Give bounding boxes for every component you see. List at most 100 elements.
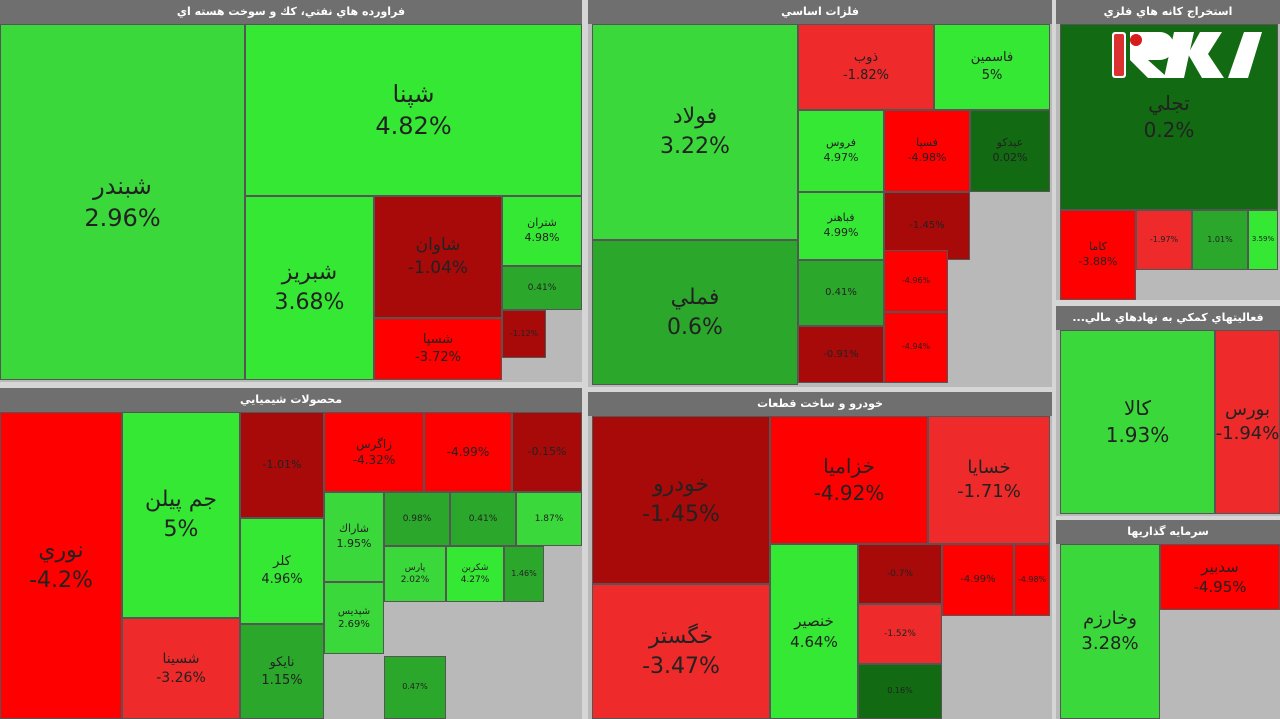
panel-title: خودرو و ساخت قطعات bbox=[588, 392, 1052, 416]
treemap-tile[interactable]: 0.41% bbox=[798, 260, 884, 326]
tile-symbol: شكربن bbox=[461, 562, 489, 573]
tile-symbol: شبندر bbox=[93, 171, 152, 200]
treemap-tile[interactable]: -4.96% bbox=[884, 250, 948, 312]
tile-change: -3.88% bbox=[1078, 255, 1118, 268]
treemap-tile[interactable]: جم پيلن 5% bbox=[122, 412, 240, 618]
treemap-tile[interactable]: فولاد 3.22% bbox=[592, 24, 798, 240]
tile-change: 2.96% bbox=[84, 204, 161, 232]
treemap-tile[interactable]: -1.01% bbox=[240, 412, 324, 518]
tile-change: 4.64% bbox=[790, 632, 838, 651]
treemap-tile[interactable]: سدبير -4.95% bbox=[1160, 544, 1280, 610]
treemap-tile[interactable]: ذوب -1.82% bbox=[798, 24, 934, 110]
tile-change: -4.2% bbox=[29, 567, 93, 593]
tile-symbol: نايكو bbox=[269, 654, 295, 670]
panel-title: فعاليتهاي كمكي به نهادهاي مالي... bbox=[1056, 306, 1280, 330]
tile-change: -3.26% bbox=[156, 669, 206, 686]
treemap-tile[interactable]: 0.41% bbox=[502, 266, 582, 310]
treemap-tile[interactable]: -1.12% bbox=[502, 310, 546, 358]
treemap-tile[interactable]: -0.91% bbox=[798, 326, 884, 383]
tile-symbol: سدبير bbox=[1201, 557, 1239, 576]
treemap-tile[interactable]: نوري -4.2% bbox=[0, 412, 122, 719]
treemap-tile[interactable]: 0.41% bbox=[450, 492, 516, 546]
treemap-tile[interactable]: -1.97% bbox=[1136, 210, 1192, 270]
treemap-tile[interactable]: شبريز 3.68% bbox=[245, 196, 374, 380]
tile-symbol: كالا bbox=[1123, 396, 1152, 420]
panel-title: سرمايه گذاريها bbox=[1056, 520, 1280, 544]
tile-change: -4.99% bbox=[446, 444, 490, 459]
panel-title: محصولات شيميايي bbox=[0, 388, 582, 412]
tile-change: 3.68% bbox=[274, 290, 345, 315]
treemap-tile[interactable]: خودرو -1.45% bbox=[592, 416, 770, 584]
treemap-tile[interactable]: 1.46% bbox=[504, 546, 544, 602]
tile-change: -1.01% bbox=[262, 457, 302, 471]
tile-change: 0.16% bbox=[887, 686, 913, 696]
treemap-tile[interactable]: پارس 2.02% bbox=[384, 546, 446, 602]
treemap-tile[interactable]: شاراك 1.95% bbox=[324, 492, 384, 582]
treemap-tile[interactable]: -4.98% bbox=[1014, 544, 1050, 616]
treemap-tile[interactable]: شكربن 4.27% bbox=[446, 546, 504, 602]
treemap-tile[interactable]: خنصير 4.64% bbox=[770, 544, 858, 719]
treemap-tile[interactable]: وخارزم 3.28% bbox=[1060, 544, 1160, 719]
treemap-tile[interactable]: شسينا -3.26% bbox=[122, 618, 240, 719]
panel-automotive: خودرو و ساخت قطعات خودرو -1.45% خزاميا -4.9… bbox=[588, 392, 1052, 719]
treemap-tile[interactable]: فاسمين 5% bbox=[934, 24, 1050, 110]
tile-symbol: وخارزم bbox=[1083, 608, 1137, 630]
treemap-tile[interactable]: شپديس 2.69% bbox=[324, 582, 384, 654]
treemap-tile[interactable]: شاوان -1.04% bbox=[374, 196, 502, 318]
treemap-tile[interactable]: 0.16% bbox=[858, 664, 942, 719]
treemap-tile[interactable]: خزاميا -4.92% bbox=[770, 416, 928, 544]
tile-change: -1.52% bbox=[884, 628, 916, 639]
treemap-tile[interactable]: فسپا -4.98% bbox=[884, 110, 970, 192]
treemap-tile[interactable]: زاگرس -4.32% bbox=[324, 412, 424, 492]
treemap-tile[interactable]: عيدكو 0.02% bbox=[970, 110, 1050, 192]
tile-change: -0.7% bbox=[886, 568, 914, 579]
tile-change: 5% bbox=[163, 517, 199, 542]
tile-symbol: شسپا bbox=[422, 332, 454, 348]
treemap-tile[interactable]: -4.99% bbox=[424, 412, 512, 492]
treemap-tile[interactable]: كالا 1.93% bbox=[1060, 330, 1215, 514]
treemap-tile[interactable]: 3.59% bbox=[1248, 210, 1278, 270]
treemap-tile[interactable]: -4.99% bbox=[942, 544, 1014, 616]
tile-change: -1.94% bbox=[1215, 423, 1280, 444]
treemap-tile[interactable]: شتران 4.98% bbox=[502, 196, 582, 266]
treemap-tile[interactable]: 1.01% bbox=[1192, 210, 1248, 270]
treemap-tile[interactable]: -1.52% bbox=[858, 604, 942, 664]
tile-symbol: فباهنر bbox=[827, 211, 855, 225]
tile-symbol: شاراك bbox=[338, 522, 369, 536]
tile-symbol: پارس bbox=[404, 562, 426, 573]
tile-symbol: خگستر bbox=[648, 623, 714, 649]
treemap-tile[interactable]: نايكو 1.15% bbox=[240, 624, 324, 719]
tile-symbol: شتران bbox=[527, 216, 557, 230]
tile-change: -4.98% bbox=[1017, 574, 1047, 584]
tile-change: 3.28% bbox=[1081, 632, 1139, 654]
treemap-tile[interactable]: -0.7% bbox=[858, 544, 942, 604]
treemap-tile[interactable]: -1.45% bbox=[884, 192, 970, 260]
treemap-tile[interactable]: خگستر -3.47% bbox=[592, 584, 770, 719]
panel-title: فراورده هاي نفتي، كك و سوخت هسته اي bbox=[0, 0, 582, 24]
treemap-tile[interactable]: فروس 4.97% bbox=[798, 110, 884, 192]
tile-symbol: نوري bbox=[38, 537, 84, 563]
treemap-tile[interactable]: فباهنر 4.99% bbox=[798, 192, 884, 260]
treemap-tile[interactable]: كاما -3.88% bbox=[1060, 210, 1136, 300]
treemap-tile[interactable]: كلر 4.96% bbox=[240, 518, 324, 624]
treemap-tile[interactable]: شبندر 2.96% bbox=[0, 24, 245, 380]
tile-change: 2.69% bbox=[338, 619, 370, 630]
tile-symbol: كاما bbox=[1089, 240, 1107, 254]
tile-change: 2.02% bbox=[400, 575, 430, 585]
treemap-tile[interactable]: -4.94% bbox=[884, 312, 948, 383]
treemap-tile[interactable]: 0.47% bbox=[384, 656, 446, 719]
treemap-tile[interactable]: شسپا -3.72% bbox=[374, 318, 502, 380]
tile-change: -1.45% bbox=[642, 502, 720, 527]
tile-change: 4.96% bbox=[261, 572, 303, 587]
treemap-tile[interactable]: 1.87% bbox=[516, 492, 582, 546]
treemap-tile[interactable]: بورس -1.94% bbox=[1215, 330, 1280, 514]
tile-change: 1.46% bbox=[511, 568, 537, 578]
treemap-tile[interactable]: 0.98% bbox=[384, 492, 450, 546]
rokna-logo-icon bbox=[1112, 32, 1262, 78]
treemap-tile[interactable]: خسايا -1.71% bbox=[928, 416, 1050, 544]
treemap-tile[interactable]: فملي 0.6% bbox=[592, 240, 798, 385]
treemap-tile[interactable]: -0.15% bbox=[512, 412, 582, 492]
tile-change: 0.02% bbox=[992, 151, 1028, 164]
tile-change: -0.91% bbox=[823, 348, 859, 360]
treemap-tile[interactable]: شپنا 4.82% bbox=[245, 24, 582, 196]
